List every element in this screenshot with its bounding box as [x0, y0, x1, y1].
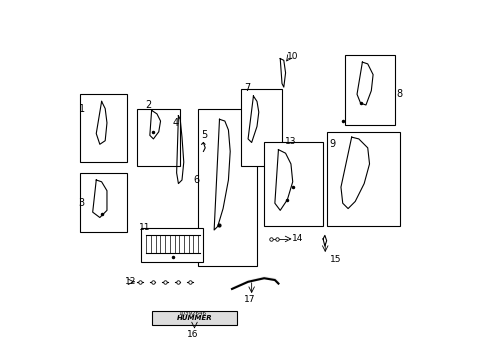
Text: 10: 10 [286, 52, 298, 61]
Text: 6: 6 [193, 175, 200, 185]
Bar [241, 89, 282, 166]
Text: 16: 16 [186, 330, 198, 339]
Text: 11: 11 [139, 223, 150, 232]
Bar [141, 228, 203, 262]
Text: 8: 8 [395, 89, 402, 99]
Text: 9: 9 [329, 139, 335, 149]
Bar [264, 143, 323, 226]
Bar [151, 311, 237, 325]
Text: 5: 5 [201, 130, 207, 140]
Bar [326, 132, 399, 226]
Text: 12: 12 [124, 277, 136, 286]
Text: 2: 2 [145, 100, 151, 110]
Bar [80, 94, 126, 162]
Bar [344, 55, 394, 125]
Bar [80, 173, 126, 232]
Text: 7: 7 [244, 83, 250, 93]
Text: 15: 15 [329, 255, 340, 264]
Text: HUMMER: HUMMER [176, 315, 212, 321]
Text: 4: 4 [173, 118, 179, 128]
Bar [137, 109, 180, 166]
Text: 10392646: 10392646 [178, 311, 206, 316]
Bar [198, 109, 257, 266]
Text: 14: 14 [291, 234, 303, 243]
Text: 1: 1 [79, 104, 85, 113]
Text: 3: 3 [79, 198, 85, 208]
Text: 17: 17 [244, 295, 255, 304]
Text: 13: 13 [285, 137, 296, 146]
